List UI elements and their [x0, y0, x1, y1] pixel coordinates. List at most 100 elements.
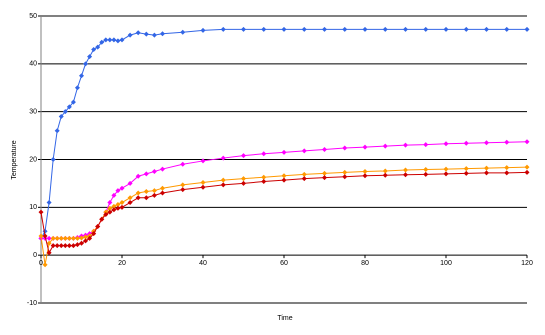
data-point — [403, 26, 408, 32]
data-point — [38, 209, 44, 215]
data-point — [54, 235, 60, 241]
data-point — [362, 173, 368, 179]
data-point — [111, 203, 117, 209]
data-point — [241, 180, 246, 186]
data-point — [423, 171, 429, 177]
data-point — [322, 26, 327, 32]
x-tick-label: 100 — [440, 260, 452, 267]
data-point — [115, 201, 121, 207]
data-point — [524, 169, 530, 175]
data-point — [119, 200, 125, 206]
data-point — [463, 26, 469, 32]
data-point — [135, 195, 141, 201]
data-point — [423, 167, 429, 173]
data-point — [180, 182, 186, 188]
x-tick-label: 0 — [39, 260, 43, 267]
data-point — [107, 37, 113, 43]
data-point — [87, 235, 93, 241]
data-point — [443, 26, 449, 32]
data-point — [83, 234, 89, 240]
data-point — [127, 195, 133, 201]
y-axis-label: Temperature — [11, 140, 18, 179]
data-point — [79, 235, 84, 241]
data-point — [135, 190, 141, 196]
data-point — [443, 166, 449, 172]
data-point — [403, 172, 408, 178]
data-point — [95, 223, 101, 229]
data-point — [504, 139, 510, 145]
data-point — [301, 171, 307, 177]
data-point — [342, 174, 348, 180]
x-tick-label: 20 — [118, 260, 126, 267]
data-point — [66, 104, 72, 110]
data-point — [261, 174, 267, 180]
data-point — [200, 184, 206, 190]
data-point — [423, 142, 429, 148]
x-tick-label: 60 — [280, 260, 288, 267]
data-point — [151, 192, 157, 198]
data-point — [160, 185, 165, 191]
data-point — [504, 165, 510, 171]
y-tick-label: 30 — [29, 109, 37, 116]
data-point — [200, 158, 206, 164]
data-point — [220, 177, 226, 183]
data-point — [103, 212, 109, 218]
data-point — [115, 188, 121, 194]
data-point — [54, 128, 60, 134]
data-point — [107, 209, 113, 215]
data-point — [135, 173, 141, 179]
data-point — [83, 61, 89, 67]
y-tick-label: -10 — [27, 300, 37, 307]
data-point — [70, 99, 76, 105]
data-point — [382, 168, 388, 174]
data-point — [42, 262, 48, 268]
data-point — [443, 141, 449, 147]
x-axis-label: Time — [277, 315, 292, 322]
data-point — [46, 200, 52, 206]
data-point — [107, 205, 113, 211]
data-point — [180, 29, 186, 35]
series-line — [40, 171, 528, 255]
data-point — [322, 170, 327, 176]
data-point — [127, 32, 133, 38]
data-point — [484, 165, 489, 171]
data-point — [281, 26, 287, 32]
data-point — [74, 235, 80, 241]
data-point — [362, 168, 368, 174]
data-point — [62, 109, 68, 115]
data-point — [115, 38, 121, 44]
data-point — [46, 250, 52, 256]
series-line — [41, 141, 528, 239]
data-point — [50, 235, 56, 241]
data-point — [220, 182, 226, 188]
data-point — [504, 26, 510, 32]
data-point — [423, 26, 429, 32]
data-point — [301, 148, 307, 154]
data-point — [160, 166, 165, 172]
data-point — [241, 26, 246, 32]
data-point — [107, 200, 113, 206]
data-point — [220, 155, 226, 161]
data-point — [111, 192, 117, 198]
data-point — [160, 31, 165, 37]
data-point — [70, 235, 76, 241]
data-point — [143, 189, 149, 195]
data-point — [382, 143, 388, 149]
data-point — [261, 26, 267, 32]
data-point — [504, 170, 510, 176]
data-point — [95, 44, 101, 50]
data-point — [66, 235, 72, 241]
data-point — [443, 171, 449, 177]
y-tick-label: 20 — [29, 156, 37, 163]
x-tick-label: 120 — [521, 260, 533, 267]
data-point — [66, 243, 72, 249]
data-point — [62, 235, 68, 241]
data-point — [524, 139, 530, 145]
data-point — [119, 185, 125, 191]
data-point — [524, 164, 530, 170]
data-point — [99, 216, 105, 222]
data-point — [200, 27, 206, 33]
data-point — [151, 168, 157, 174]
data-point — [281, 173, 287, 179]
